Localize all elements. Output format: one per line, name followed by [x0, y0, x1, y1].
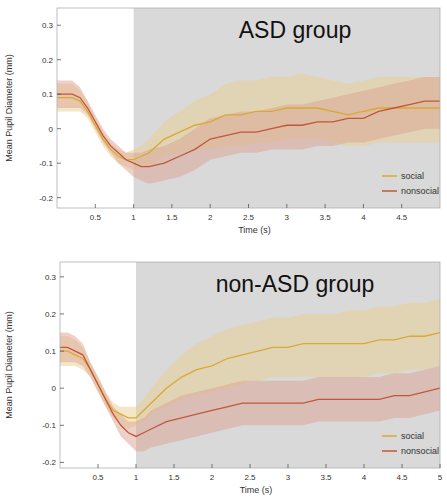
y-tick-label: 0	[49, 125, 54, 134]
x-tick	[136, 464, 137, 468]
legend-label: social	[401, 171, 424, 181]
x-tick	[133, 204, 134, 208]
y-tick	[57, 197, 61, 198]
legend-swatch	[382, 190, 397, 192]
x-tick	[440, 464, 441, 468]
legend-swatch	[382, 450, 397, 452]
x-tick-label: 4	[361, 213, 366, 222]
mean-line	[60, 333, 440, 418]
mean-line	[57, 94, 440, 166]
y-tick-label: 0	[52, 384, 57, 393]
panel: -0.2 -0.1 0 0.1 0.2 0.3 0.5 1 1.5 2 2.5 3 3.5 4 4.5 Tim…	[4, 8, 440, 235]
y-tick	[60, 462, 64, 463]
x-tick-label: 1	[131, 213, 136, 222]
x-tick	[325, 204, 326, 208]
x-tick	[171, 204, 172, 208]
x-tick	[402, 464, 403, 468]
y-tick-label: 0.3	[45, 273, 57, 282]
x-tick	[326, 464, 327, 468]
y-axis-label: Mean Pupil Diameter (mm)	[4, 311, 14, 419]
x-tick	[363, 204, 364, 208]
x-tick-label: 4	[362, 473, 367, 482]
plot-area	[60, 262, 440, 468]
y-tick	[57, 163, 61, 164]
y-tick	[60, 351, 64, 352]
y-tick-label: -0.2	[39, 194, 53, 203]
legend-swatch	[382, 175, 397, 177]
plot-area	[57, 8, 440, 208]
y-tick	[60, 425, 64, 426]
x-tick-label: 3.5	[320, 473, 332, 482]
x-tick-label: 3.5	[320, 213, 332, 222]
y-tick-label: 0.3	[42, 21, 54, 30]
y-tick	[60, 313, 64, 314]
x-tick	[210, 204, 211, 208]
x-tick	[364, 464, 365, 468]
x-tick-label: 2.5	[244, 473, 256, 482]
y-tick-label: 0.2	[42, 56, 54, 65]
x-axis-label: Time (s)	[240, 485, 273, 495]
x-axis-label: Time (s)	[238, 225, 271, 235]
x-tick	[98, 464, 99, 468]
y-tick-label: 0.1	[45, 347, 57, 356]
title: ASD group	[239, 17, 352, 43]
y-tick-label: -0.1	[42, 421, 56, 430]
x-tick-label: 2	[210, 473, 215, 482]
x-tick-label: 3	[286, 473, 291, 482]
plot-bg	[60, 262, 440, 468]
mean-line	[57, 98, 440, 160]
y-tick	[60, 276, 64, 277]
x-tick-label: 0.5	[90, 213, 102, 222]
y-axis-label: Mean Pupil Diameter (mm)	[4, 54, 14, 162]
x-tick	[401, 204, 402, 208]
figure: -0.2 -0.1 0 0.1 0.2 0.3 0.5 1 1.5 2 2.5 3 3.5 4 4.5 Tim…	[0, 0, 447, 500]
plot-bg	[57, 8, 440, 208]
y-tick	[57, 25, 61, 26]
y-tick-label: -0.1	[39, 159, 53, 168]
ci-band	[57, 77, 440, 184]
y-tick	[60, 388, 64, 389]
y-tick	[57, 59, 61, 60]
x-tick-label: 5	[438, 473, 443, 482]
legend-label: social	[401, 431, 424, 441]
y-tick-label: -0.2	[42, 458, 56, 467]
mean-line	[60, 347, 440, 436]
frame	[57, 8, 440, 208]
x-tick	[212, 464, 213, 468]
y-tick-label: 0.2	[45, 310, 57, 319]
x-tick-label: 4.5	[396, 473, 408, 482]
frame	[60, 262, 440, 468]
x-tick	[174, 464, 175, 468]
x-tick	[95, 204, 96, 208]
x-tick	[286, 204, 287, 208]
x-tick-label: 0.5	[92, 473, 104, 482]
title: non-ASD group	[216, 271, 375, 297]
legend-label: nonsocial	[401, 446, 439, 456]
ci-band	[60, 333, 440, 452]
panel: -0.2 -0.1 0 0.1 0.2 0.3 0.5 1 1.5 2 2.5 3 3.5 4 4.5 5 Ti…	[4, 262, 443, 495]
legend-swatch	[382, 435, 397, 437]
legend-label: nonsocial	[401, 186, 439, 196]
x-tick-label: 1.5	[166, 213, 178, 222]
y-tick-label: 0.1	[42, 90, 54, 99]
x-tick	[250, 464, 251, 468]
y-tick	[57, 94, 61, 95]
x-tick-label: 2.5	[243, 213, 255, 222]
x-tick-label: 4.5	[396, 213, 408, 222]
x-tick-label: 1.5	[168, 473, 180, 482]
x-tick-label: 1	[134, 473, 139, 482]
x-tick-label: 3	[285, 213, 290, 222]
y-tick	[57, 128, 61, 129]
x-tick-label: 2	[208, 213, 213, 222]
x-tick	[288, 464, 289, 468]
x-tick	[248, 204, 249, 208]
